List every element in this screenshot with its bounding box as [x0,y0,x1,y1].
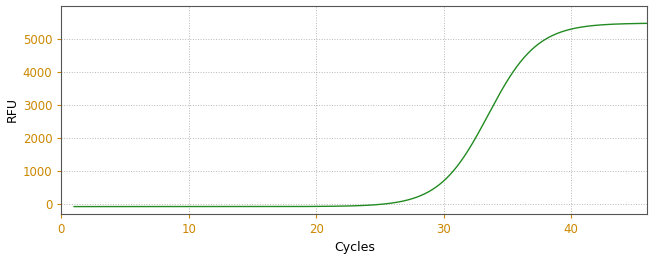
X-axis label: Cycles: Cycles [334,242,375,255]
Y-axis label: RFU: RFU [6,97,18,122]
